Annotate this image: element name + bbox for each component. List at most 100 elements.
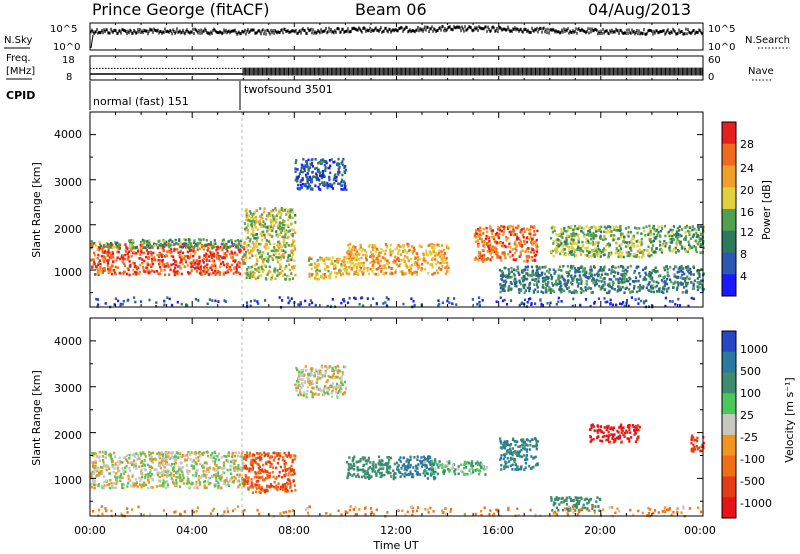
velocity-cell xyxy=(152,458,155,461)
power-cell xyxy=(437,261,440,264)
power-cell xyxy=(625,241,628,244)
velocity-cell xyxy=(146,472,149,476)
power-cell xyxy=(621,285,624,289)
power-cell xyxy=(286,259,289,263)
power-cell xyxy=(194,244,197,248)
power-cell xyxy=(511,254,514,257)
power-cell xyxy=(551,225,554,228)
power-cell xyxy=(619,247,623,250)
power-cell xyxy=(582,289,585,293)
power-cbar-tick-20: 20 xyxy=(740,184,754,197)
power-cell xyxy=(651,277,654,280)
velocity-cell xyxy=(225,483,228,487)
power-cell xyxy=(214,269,217,273)
power-cell xyxy=(651,269,654,272)
power-cell xyxy=(572,231,575,235)
power-cell xyxy=(633,271,636,274)
power-ylabel: Slant Range [km] xyxy=(30,162,43,258)
power-cell xyxy=(302,157,305,161)
power-colorbar-frame xyxy=(721,121,737,297)
power-cell xyxy=(403,260,406,263)
power-cell xyxy=(291,277,295,280)
power-cell xyxy=(294,167,297,170)
power-cell xyxy=(350,248,354,251)
velocity-cell xyxy=(380,463,384,467)
velocity-cell xyxy=(432,475,435,479)
velocity-cell xyxy=(409,465,412,469)
power-cell xyxy=(333,267,336,270)
power-cell xyxy=(309,184,312,188)
velocity-cell xyxy=(244,466,247,470)
power-cell xyxy=(589,265,592,269)
power-cell xyxy=(536,271,539,274)
velocity-cell xyxy=(277,457,280,461)
power-cell xyxy=(168,273,171,276)
power-cell xyxy=(230,263,234,267)
velocity-cell xyxy=(149,465,152,469)
power-cell xyxy=(625,278,628,281)
power-cell xyxy=(230,269,233,272)
power-cell xyxy=(198,238,201,241)
power-cell xyxy=(213,245,216,249)
power-cell xyxy=(240,244,243,248)
power-cell xyxy=(317,277,321,281)
power-cell xyxy=(96,298,99,301)
power-cell xyxy=(529,235,532,239)
velocity-cell xyxy=(233,475,236,479)
power-cell xyxy=(197,246,200,250)
power-cell xyxy=(327,265,330,269)
power-cell xyxy=(628,276,631,280)
power-cell xyxy=(199,269,202,273)
power-cell xyxy=(527,228,530,231)
power-cell xyxy=(617,255,620,259)
power-cell xyxy=(283,229,286,233)
power-cell xyxy=(93,251,96,255)
power-cell xyxy=(176,248,179,251)
velocity-cell xyxy=(154,458,157,461)
power-cell xyxy=(305,175,308,179)
power-cell xyxy=(158,244,161,247)
power-cell xyxy=(583,235,586,238)
power-cell xyxy=(121,256,125,260)
velocity-cell xyxy=(217,486,220,489)
power-cell xyxy=(477,233,480,236)
power-cell xyxy=(446,299,449,303)
power-cell xyxy=(99,270,102,273)
power-cell xyxy=(329,273,332,276)
power-cell xyxy=(366,269,369,273)
power-cell xyxy=(116,250,119,254)
power-cell xyxy=(336,259,339,263)
power-cell xyxy=(581,270,584,273)
velocity-cell xyxy=(293,472,296,475)
power-cell xyxy=(678,266,681,269)
power-cell xyxy=(568,290,571,293)
power-cell xyxy=(635,279,638,283)
power-cell xyxy=(273,270,276,273)
power-cell xyxy=(140,250,143,254)
velocity-cell xyxy=(283,459,286,463)
power-cell xyxy=(509,281,512,284)
power-cell xyxy=(550,273,553,277)
power-cbar-tick-24: 24 xyxy=(740,162,754,175)
power-cell xyxy=(317,185,320,189)
power-cell xyxy=(325,161,328,165)
power-cell xyxy=(415,261,418,264)
velocity-cell xyxy=(425,464,428,467)
power-cell xyxy=(189,271,192,275)
velocity-cell xyxy=(151,472,154,476)
power-cell xyxy=(291,266,295,269)
power-cell xyxy=(319,172,322,175)
power-cell xyxy=(528,289,531,293)
power-cell xyxy=(221,242,224,246)
power-cell xyxy=(563,227,566,230)
velocity-cell xyxy=(96,466,99,469)
velocity-cell xyxy=(394,476,397,479)
velocity-cell xyxy=(114,463,117,467)
velocity-cell xyxy=(251,486,254,489)
power-cell xyxy=(559,252,562,256)
power-cell xyxy=(197,260,200,263)
power-cell xyxy=(627,279,630,283)
power-cell xyxy=(630,241,634,245)
power-cell xyxy=(533,251,536,254)
power-cell xyxy=(181,245,184,249)
